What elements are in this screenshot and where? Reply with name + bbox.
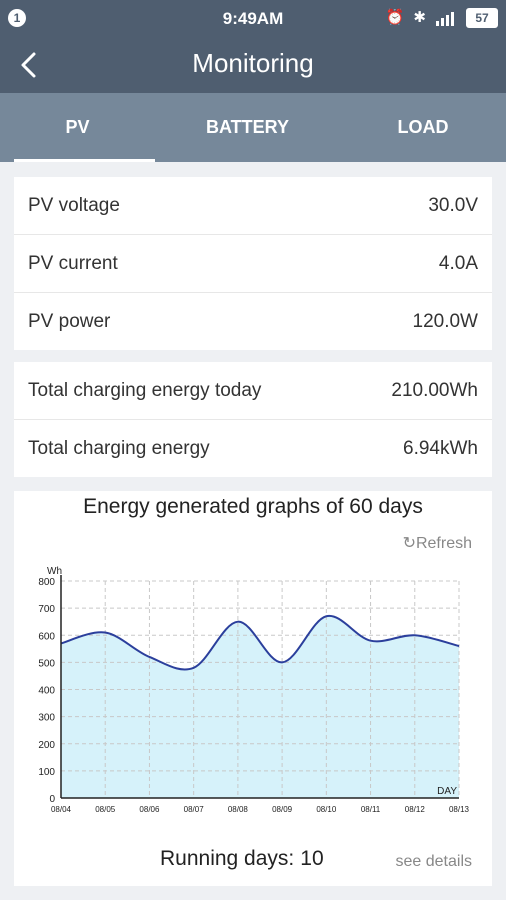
chart-title: Energy generated graphs of 60 days bbox=[83, 495, 423, 518]
y-tick-label: 300 bbox=[38, 713, 55, 724]
pv-current-row: PV current 4.0A bbox=[14, 235, 492, 293]
app-bar: Monitoring bbox=[0, 38, 506, 93]
series-line bbox=[60, 615, 460, 671]
status-bar: 1 9:49AM ⏰ ✱ 57 bbox=[0, 0, 506, 38]
battery-icon: 57 bbox=[466, 8, 498, 28]
y-tick-label: 100 bbox=[38, 767, 55, 778]
pv-current-label: PV current bbox=[28, 252, 118, 274]
refresh-button[interactable]: ↻Refresh bbox=[402, 535, 472, 552]
x-tick-label: 08/13 bbox=[449, 805, 470, 814]
tab-load-label: LOAD bbox=[397, 117, 449, 137]
tab-pv-label: PV bbox=[65, 117, 90, 137]
energy-today-label: Total charging energy today bbox=[28, 379, 262, 401]
x-tick-label: 08/08 bbox=[228, 805, 249, 814]
energy-today-row: Total charging energy today 210.00Wh bbox=[14, 362, 492, 420]
y-tick-label: 800 bbox=[38, 577, 55, 588]
x-tick-label: 08/04 bbox=[51, 805, 72, 814]
pv-power-row: PV power 120.0W bbox=[14, 293, 492, 350]
x-tick-label: 08/06 bbox=[139, 805, 160, 814]
energy-total-row: Total charging energy 6.94kWh bbox=[14, 420, 492, 477]
tab-bar: PV BATTERY LOAD bbox=[0, 93, 506, 162]
pv-voltage-value: 30.0V bbox=[428, 194, 478, 216]
page-title: Monitoring bbox=[192, 48, 314, 78]
notification-count-badge: 1 bbox=[8, 9, 26, 27]
bluetooth-icon: ✱ bbox=[413, 9, 426, 26]
running-days-value: 10 bbox=[300, 847, 324, 870]
energy-total-value: 6.94kWh bbox=[403, 437, 478, 459]
x-tick-label: 08/10 bbox=[316, 805, 337, 814]
y-tick-label: 600 bbox=[38, 631, 55, 642]
y-tick-label: 500 bbox=[38, 658, 55, 669]
see-details-link[interactable]: see details bbox=[395, 853, 473, 870]
pv-voltage-row: PV voltage 30.0V bbox=[14, 177, 492, 235]
signal-icon bbox=[436, 12, 454, 26]
x-tick-label: 08/12 bbox=[405, 805, 426, 814]
alarm-icon: ⏰ bbox=[385, 9, 405, 26]
pv-power-label: PV power bbox=[28, 310, 111, 332]
tab-load[interactable]: LOAD bbox=[340, 93, 506, 162]
pv-power-value: 120.0W bbox=[412, 310, 478, 332]
pv-current-value: 4.0A bbox=[438, 252, 478, 274]
y-tick-label: 0 bbox=[49, 794, 55, 805]
energy-total-label: Total charging energy bbox=[28, 437, 210, 459]
status-time: 9:49AM bbox=[222, 9, 284, 28]
x-tick-label: 08/11 bbox=[361, 805, 381, 814]
energy-chart: Wh 0 100 200 300 400 500 600 700 800 08/04 08/05 08/… bbox=[38, 566, 470, 814]
tab-battery-label: BATTERY bbox=[206, 117, 289, 137]
status-icons: ⏰ ✱ 57 bbox=[386, 8, 498, 28]
tab-battery[interactable]: BATTERY bbox=[155, 93, 340, 162]
x-tick-label: 08/07 bbox=[184, 805, 205, 814]
chevron-left-icon[interactable] bbox=[14, 50, 44, 80]
energy-metrics-card: Total charging energy today 210.00Wh Tot… bbox=[14, 362, 492, 477]
chart-area-fill bbox=[61, 615, 459, 798]
x-tick-label: 08/09 bbox=[272, 805, 293, 814]
running-days: Running days: 10 bbox=[160, 847, 324, 871]
x-axis-label: DAY bbox=[437, 786, 457, 797]
energy-today-value: 210.00Wh bbox=[391, 379, 478, 401]
y-tick-label: 200 bbox=[38, 740, 55, 751]
tab-pv[interactable]: PV bbox=[0, 93, 155, 162]
energy-chart-card: Energy generated graphs of 60 days ↻Refr… bbox=[14, 491, 492, 886]
y-tick-label: 400 bbox=[38, 686, 55, 697]
pv-metrics-card: PV voltage 30.0V PV current 4.0A PV powe… bbox=[14, 177, 492, 350]
pv-voltage-label: PV voltage bbox=[28, 194, 120, 216]
y-tick-label: 700 bbox=[38, 604, 55, 615]
running-days-label: Running days: bbox=[160, 847, 295, 870]
x-tick-label: 08/05 bbox=[95, 805, 116, 814]
y-axis-label: Wh bbox=[47, 566, 62, 577]
